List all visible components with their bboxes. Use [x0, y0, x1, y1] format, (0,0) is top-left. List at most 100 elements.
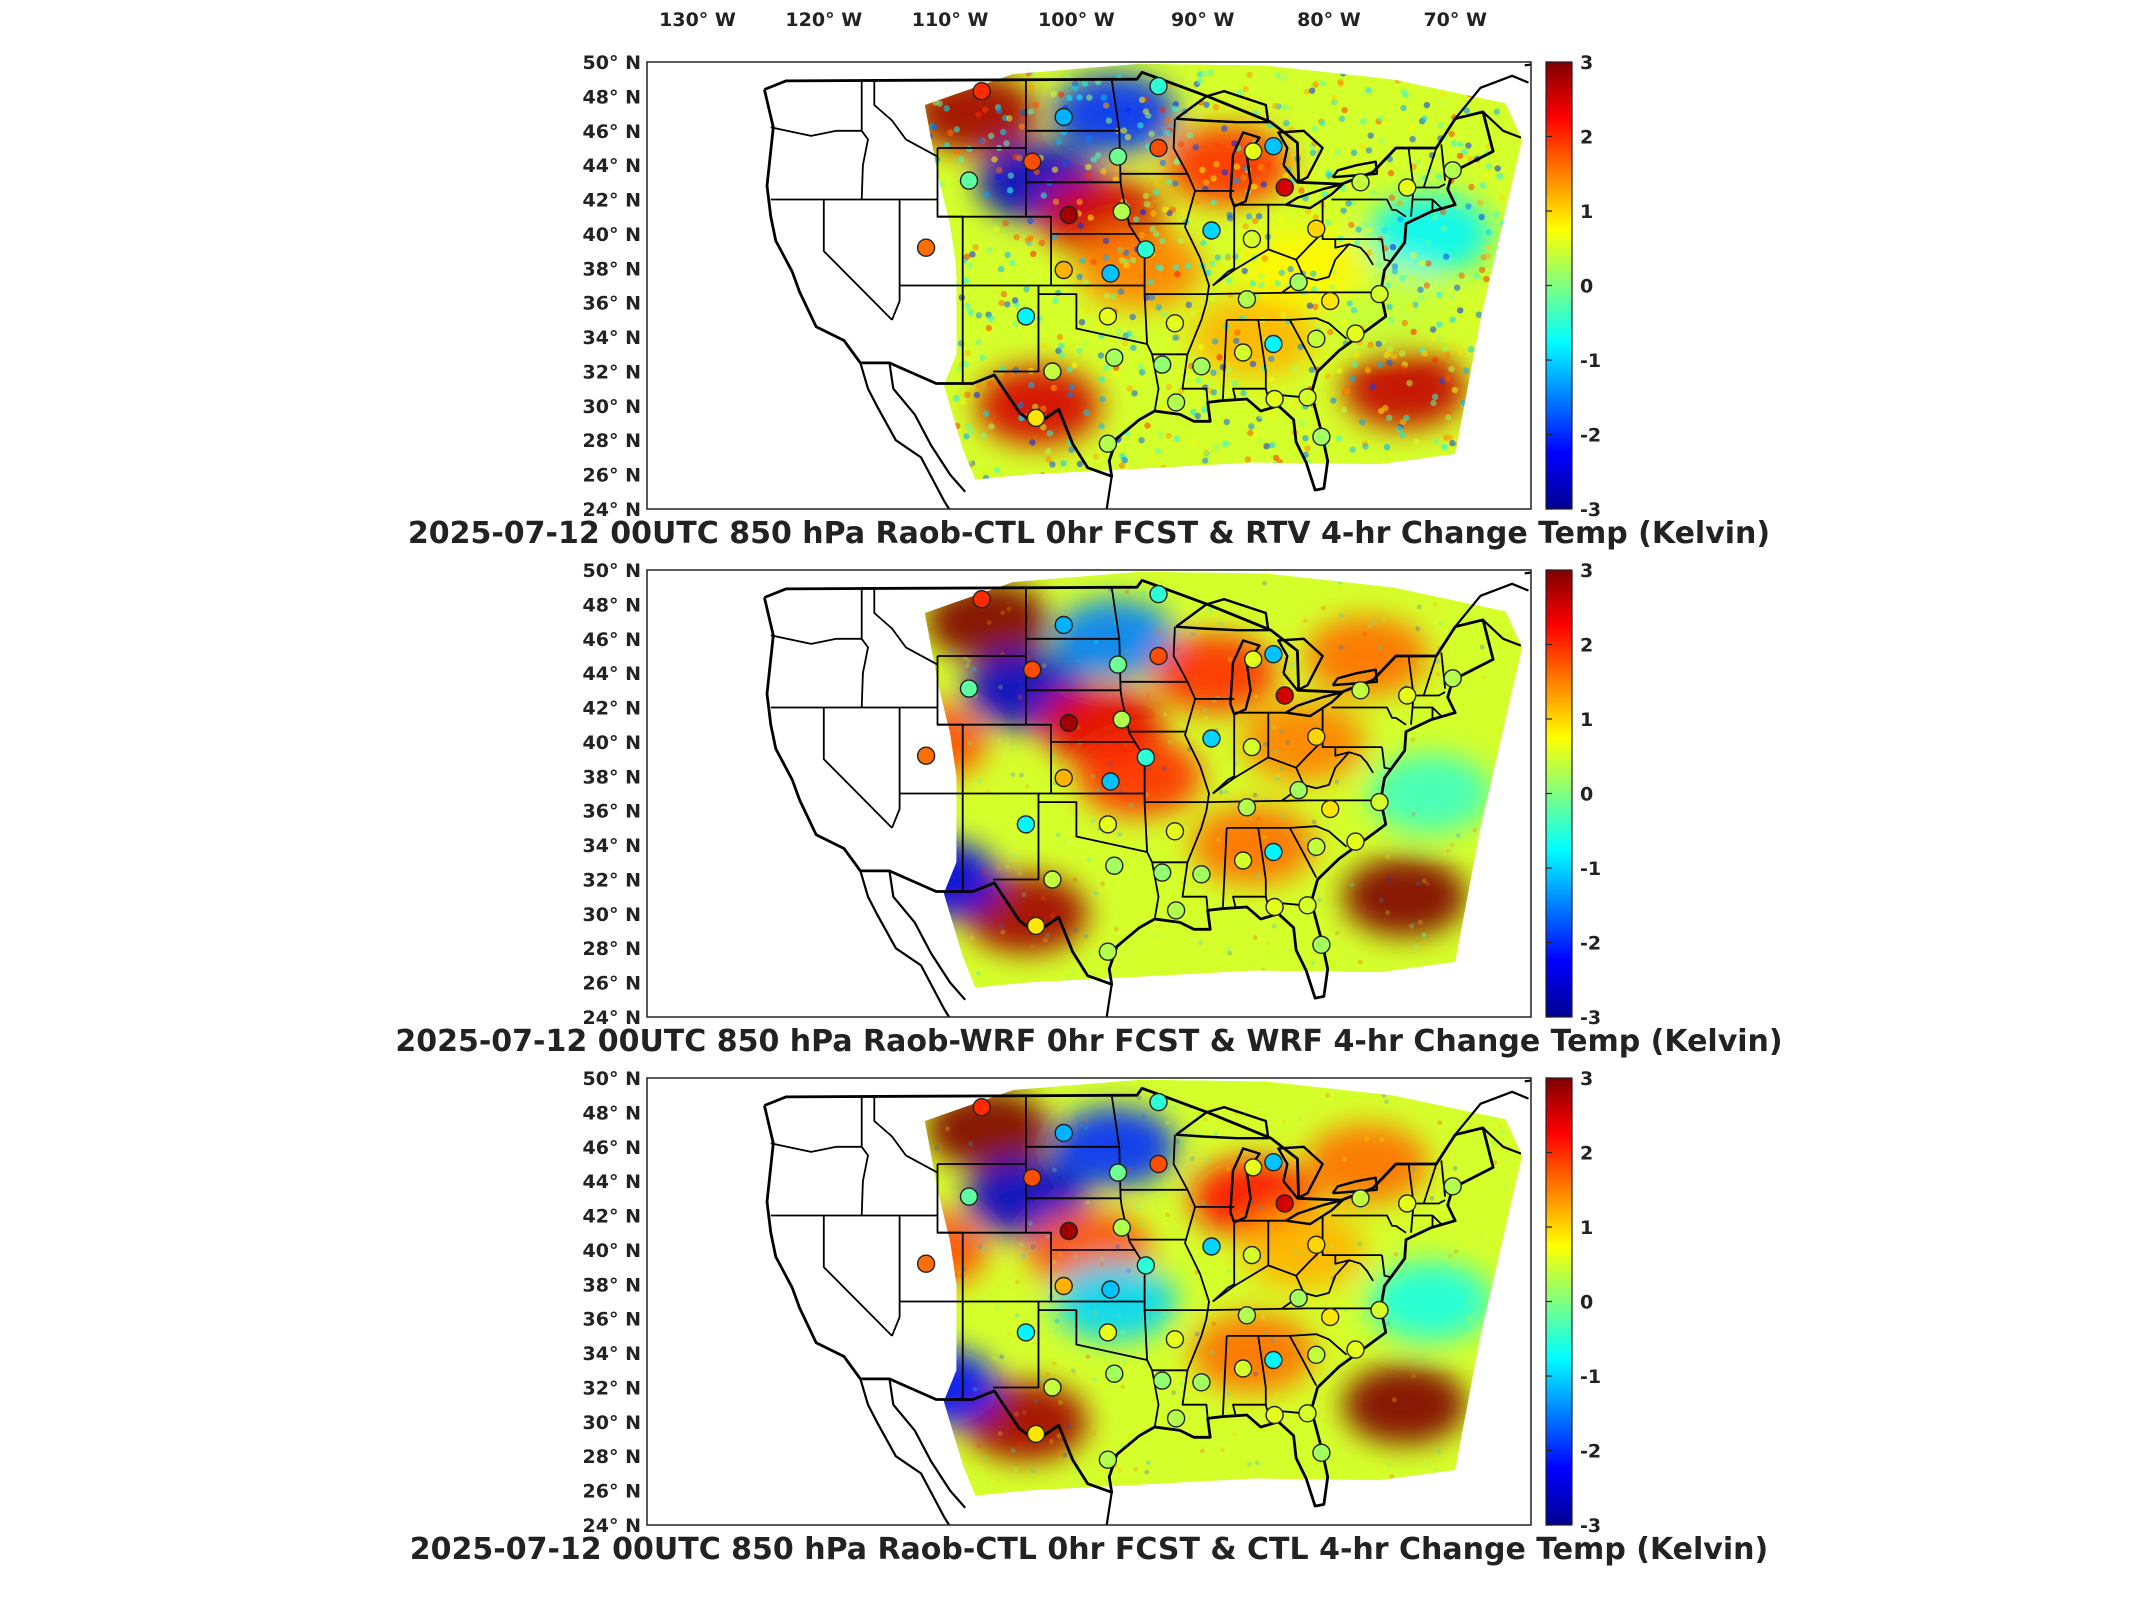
- raob-station-marker: [916, 1254, 936, 1273]
- colorbar-tick-label: 0: [1580, 276, 1593, 298]
- latitude-axis: 50° N 48° N 46° N 44° N 42° N 40° N 38° N 36° N…: [583, 1068, 641, 1537]
- raob-station-marker: [1307, 1235, 1326, 1255]
- raob-station-marker: [1307, 329, 1326, 348]
- state-border: [1222, 827, 1228, 908]
- latitude-tick-label: 38° N: [583, 258, 641, 280]
- state-border: [1431, 198, 1442, 209]
- coastline: [859, 1378, 951, 1525]
- raob-station-marker: [1237, 1306, 1257, 1325]
- state-border: [1222, 319, 1228, 400]
- colorbar: 3 2 1 0 -1 -2 -3: [1545, 52, 1601, 521]
- raob-station-marker: [1054, 1123, 1073, 1143]
- raob-station-marker: [1320, 1307, 1340, 1327]
- raob-station-marker: [959, 1187, 979, 1206]
- state-border: [1212, 204, 1236, 287]
- raob-station-marker: [1149, 1154, 1168, 1174]
- state-border: [1212, 712, 1236, 795]
- raob-station-marker: [1022, 152, 1042, 171]
- latitude-tick-label: 50° N: [583, 560, 641, 582]
- lake-outline: [1175, 598, 1270, 632]
- latitude-tick-label: 24° N: [583, 1515, 641, 1537]
- latitude-tick-label: 48° N: [583, 594, 641, 616]
- raob-station-marker: [1265, 897, 1284, 917]
- state-border: [1289, 319, 1318, 371]
- state-border: [770, 1142, 862, 1153]
- state-border: [1381, 746, 1393, 771]
- raob-station-marker: [1202, 1237, 1221, 1256]
- state-border: [873, 79, 938, 158]
- state-border: [1038, 1309, 1148, 1361]
- raob-station-marker: [1233, 851, 1253, 870]
- field-region: [1241, 1209, 1366, 1290]
- raob-station-marker: [1243, 1158, 1263, 1177]
- latitude-tick-label: 24° N: [583, 1007, 641, 1029]
- raob-station-marker: [1165, 1330, 1185, 1349]
- raob-station-marker: [1242, 229, 1262, 249]
- latitude-tick-label: 44° N: [583, 155, 641, 177]
- state-border: [860, 79, 869, 200]
- colorbar-tick-label: 3: [1580, 560, 1593, 582]
- latitude-tick-label: 40° N: [583, 732, 641, 754]
- raob-station-marker: [1152, 355, 1172, 374]
- raob-station-marker: [1264, 136, 1283, 156]
- raob-station-marker: [959, 679, 979, 698]
- raob-station-marker: [916, 238, 936, 257]
- colorbar-tick-label: 3: [1580, 1068, 1593, 1090]
- state-border: [891, 199, 901, 321]
- state-border: [1321, 707, 1382, 748]
- raob-station-marker: [1059, 1221, 1079, 1241]
- state-border: [1331, 706, 1407, 726]
- latitude-tick-label: 28° N: [583, 938, 641, 960]
- raob-station-marker: [1351, 173, 1370, 192]
- state-border: [1431, 706, 1442, 717]
- raob-station-marker: [1265, 1405, 1284, 1425]
- coastline: [888, 1378, 967, 1509]
- raob-station-marker: [1320, 291, 1340, 311]
- coastline: [1454, 74, 1529, 120]
- latitude-tick-label: 32° N: [583, 362, 641, 384]
- state-border: [1303, 751, 1350, 790]
- raob-station-marker: [1149, 1092, 1168, 1112]
- raob-station-marker: [1098, 942, 1118, 961]
- raob-station-marker: [1443, 669, 1462, 688]
- state-border: [891, 1215, 901, 1337]
- lake-outline: [1175, 1105, 1270, 1140]
- state-border: [860, 587, 869, 708]
- colorbar-tick-label: 1: [1580, 709, 1593, 731]
- state-border: [1334, 747, 1374, 774]
- raob-station-marker: [1043, 870, 1062, 889]
- coastline: [1482, 1127, 1522, 1155]
- state-border: [822, 1215, 893, 1337]
- raob-station-marker: [1165, 822, 1185, 841]
- plot-frame: [646, 61, 1532, 510]
- latitude-tick-label: 36° N: [583, 293, 641, 315]
- raob-station-marker: [1152, 863, 1172, 882]
- longitude-tick-label: 80° W: [1297, 9, 1361, 31]
- raob-station-marker: [1346, 324, 1365, 343]
- colorbar-tick-label: 2: [1580, 127, 1593, 149]
- panel-title: 2025-07-12 00UTC 850 hPa Raob-CTL 0hr FC…: [408, 516, 1770, 551]
- field-region: [1342, 1364, 1467, 1445]
- coastline: [1454, 1090, 1529, 1136]
- raob-station-marker: [1054, 615, 1073, 635]
- raob-station-marker: [1059, 713, 1079, 733]
- raob-station-marker: [1265, 389, 1284, 409]
- raob-station-marker: [1307, 1345, 1326, 1365]
- raob-station-marker: [1243, 650, 1263, 669]
- raob-station-marker: [1149, 138, 1168, 158]
- latitude-tick-label: 46° N: [583, 1137, 641, 1159]
- state-border: [822, 707, 893, 829]
- raob-station-marker: [1351, 681, 1370, 700]
- longitude-tick-label: 100° W: [1038, 9, 1115, 31]
- raob-station-marker: [1166, 393, 1186, 412]
- raob-station-marker: [972, 81, 991, 101]
- state-border: [1440, 144, 1446, 181]
- raob-station-marker: [1165, 314, 1185, 333]
- colorbar-tick-label: 3: [1580, 52, 1593, 74]
- colorbar-tick-label: 1: [1580, 201, 1593, 223]
- raob-station-marker: [1370, 284, 1389, 304]
- state-border: [1289, 827, 1318, 879]
- state-border: [1381, 238, 1393, 263]
- state-border: [1331, 198, 1407, 218]
- colorbar-tick-label: -1: [1580, 350, 1601, 372]
